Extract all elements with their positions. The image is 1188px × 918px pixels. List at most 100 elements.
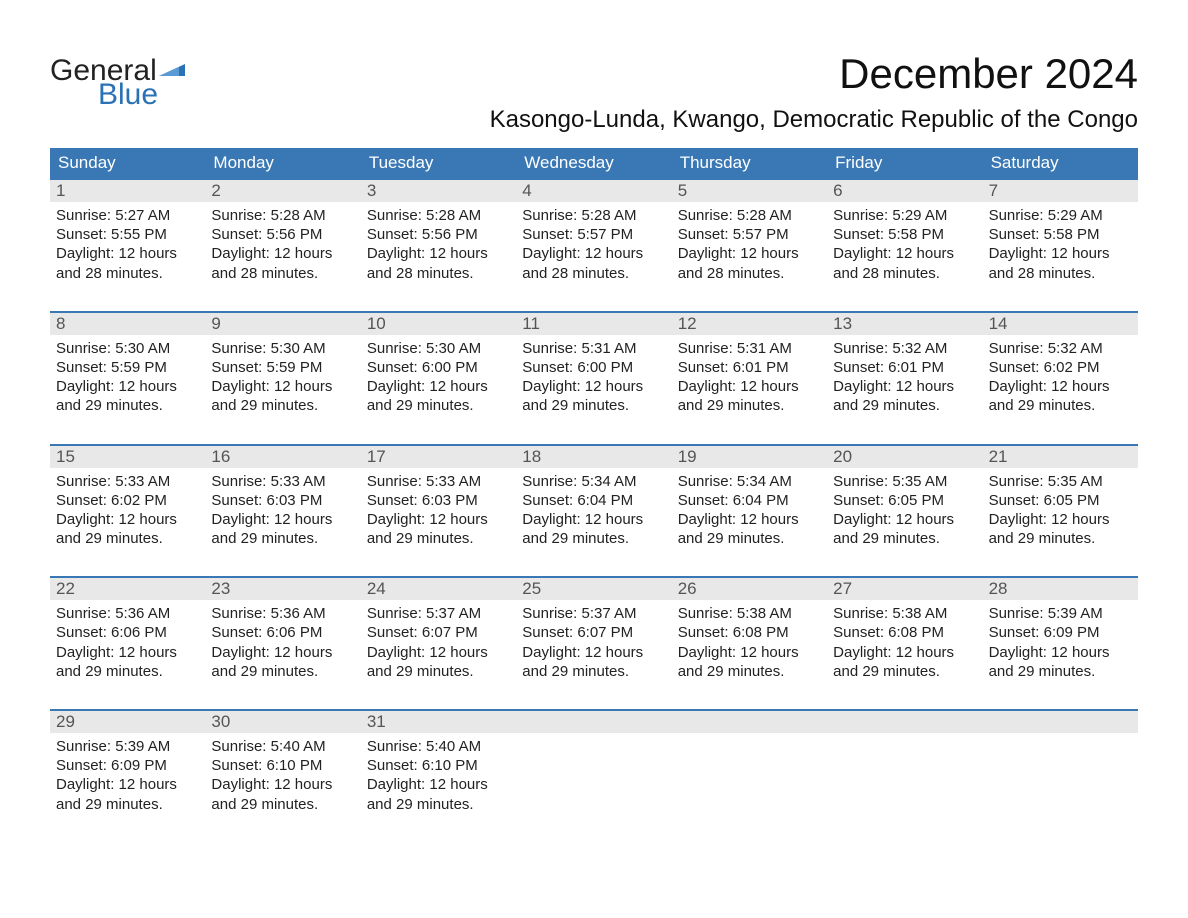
sunset-line: Sunset: 6:10 PM — [211, 756, 354, 775]
daylight-line-2: and 29 minutes. — [678, 396, 821, 415]
calendar-cell: Sunrise: 5:37 AMSunset: 6:07 PMDaylight:… — [516, 600, 671, 687]
sunrise-line: Sunrise: 5:38 AM — [833, 604, 976, 623]
daylight-line-1: Daylight: 12 hours — [989, 377, 1132, 396]
calendar-cell — [516, 733, 671, 820]
calendar-week: 1234567Sunrise: 5:27 AMSunset: 5:55 PMDa… — [50, 178, 1138, 289]
daylight-line-2: and 28 minutes. — [678, 264, 821, 283]
daylight-line-2: and 29 minutes. — [211, 662, 354, 681]
sunrise-line: Sunrise: 5:34 AM — [522, 472, 665, 491]
daylight-line-1: Daylight: 12 hours — [989, 510, 1132, 529]
sunrise-line: Sunrise: 5:30 AM — [367, 339, 510, 358]
daylight-line-1: Daylight: 12 hours — [367, 510, 510, 529]
sunset-line: Sunset: 6:05 PM — [989, 491, 1132, 510]
sunrise-line: Sunrise: 5:28 AM — [522, 206, 665, 225]
daylight-line-1: Daylight: 12 hours — [522, 643, 665, 662]
day-number: 16 — [205, 446, 360, 468]
day-number: 19 — [672, 446, 827, 468]
sunset-line: Sunset: 5:59 PM — [211, 358, 354, 377]
daylight-line-2: and 29 minutes. — [56, 396, 199, 415]
daylight-line-1: Daylight: 12 hours — [522, 244, 665, 263]
daylight-line-2: and 29 minutes. — [367, 795, 510, 814]
calendar-week: 22232425262728Sunrise: 5:36 AMSunset: 6:… — [50, 576, 1138, 687]
calendar-cell: Sunrise: 5:36 AMSunset: 6:06 PMDaylight:… — [50, 600, 205, 687]
daylight-line-1: Daylight: 12 hours — [56, 775, 199, 794]
day-number: 21 — [983, 446, 1138, 468]
sunrise-line: Sunrise: 5:28 AM — [678, 206, 821, 225]
daylight-line-2: and 29 minutes. — [522, 662, 665, 681]
sunrise-line: Sunrise: 5:39 AM — [56, 737, 199, 756]
sunrise-line: Sunrise: 5:38 AM — [678, 604, 821, 623]
calendar-cell: Sunrise: 5:31 AMSunset: 6:00 PMDaylight:… — [516, 335, 671, 422]
sunrise-line: Sunrise: 5:32 AM — [833, 339, 976, 358]
daylight-line-2: and 29 minutes. — [211, 396, 354, 415]
day-number: 4 — [516, 180, 671, 202]
sunset-line: Sunset: 6:01 PM — [833, 358, 976, 377]
weekday-header: Saturday — [983, 148, 1138, 178]
sunset-line: Sunset: 6:02 PM — [56, 491, 199, 510]
sunset-line: Sunset: 5:58 PM — [989, 225, 1132, 244]
calendar-cell: Sunrise: 5:28 AMSunset: 5:57 PMDaylight:… — [672, 202, 827, 289]
daylight-line-1: Daylight: 12 hours — [678, 377, 821, 396]
day-number: 20 — [827, 446, 982, 468]
day-number: 9 — [205, 313, 360, 335]
daylight-line-2: and 29 minutes. — [211, 529, 354, 548]
daylight-line-2: and 29 minutes. — [522, 396, 665, 415]
day-number: 13 — [827, 313, 982, 335]
sunrise-line: Sunrise: 5:31 AM — [522, 339, 665, 358]
sunset-line: Sunset: 5:56 PM — [367, 225, 510, 244]
sunrise-line: Sunrise: 5:29 AM — [989, 206, 1132, 225]
daylight-line-1: Daylight: 12 hours — [56, 244, 199, 263]
month-title: December 2024 — [490, 50, 1138, 98]
daylight-line-1: Daylight: 12 hours — [367, 244, 510, 263]
sunrise-line: Sunrise: 5:33 AM — [56, 472, 199, 491]
sunrise-line: Sunrise: 5:34 AM — [678, 472, 821, 491]
daylight-line-1: Daylight: 12 hours — [989, 643, 1132, 662]
daylight-line-2: and 29 minutes. — [56, 795, 199, 814]
day-number: 28 — [983, 578, 1138, 600]
calendar-cell: Sunrise: 5:35 AMSunset: 6:05 PMDaylight:… — [827, 468, 982, 555]
daylight-line-2: and 28 minutes. — [211, 264, 354, 283]
calendar-cell — [983, 733, 1138, 820]
day-number — [983, 711, 1138, 733]
sunset-line: Sunset: 5:55 PM — [56, 225, 199, 244]
daylight-line-2: and 29 minutes. — [522, 529, 665, 548]
weekday-header: Thursday — [672, 148, 827, 178]
sunset-line: Sunset: 6:08 PM — [833, 623, 976, 642]
daylight-line-2: and 29 minutes. — [367, 396, 510, 415]
sunset-line: Sunset: 6:07 PM — [367, 623, 510, 642]
calendar-cell: Sunrise: 5:35 AMSunset: 6:05 PMDaylight:… — [983, 468, 1138, 555]
daylight-line-2: and 29 minutes. — [833, 662, 976, 681]
day-number: 5 — [672, 180, 827, 202]
calendar-cell: Sunrise: 5:38 AMSunset: 6:08 PMDaylight:… — [827, 600, 982, 687]
calendar-week: 293031Sunrise: 5:39 AMSunset: 6:09 PMDay… — [50, 709, 1138, 820]
sunset-line: Sunset: 6:01 PM — [678, 358, 821, 377]
calendar-cell: Sunrise: 5:29 AMSunset: 5:58 PMDaylight:… — [983, 202, 1138, 289]
daylight-line-1: Daylight: 12 hours — [522, 377, 665, 396]
sunrise-line: Sunrise: 5:35 AM — [989, 472, 1132, 491]
sunrise-line: Sunrise: 5:33 AM — [211, 472, 354, 491]
daylight-line-1: Daylight: 12 hours — [56, 377, 199, 396]
sunrise-line: Sunrise: 5:40 AM — [211, 737, 354, 756]
calendar-cell: Sunrise: 5:28 AMSunset: 5:57 PMDaylight:… — [516, 202, 671, 289]
sunset-line: Sunset: 6:04 PM — [522, 491, 665, 510]
weekday-header: Sunday — [50, 148, 205, 178]
calendar-cell: Sunrise: 5:40 AMSunset: 6:10 PMDaylight:… — [205, 733, 360, 820]
header: General Blue December 2024 Kasongo-Lunda… — [50, 50, 1138, 134]
weekday-header: Tuesday — [361, 148, 516, 178]
day-number-row: 891011121314 — [50, 313, 1138, 335]
daylight-line-2: and 28 minutes. — [989, 264, 1132, 283]
day-number: 10 — [361, 313, 516, 335]
day-number — [827, 711, 982, 733]
sunset-line: Sunset: 6:02 PM — [989, 358, 1132, 377]
calendar-grid: SundayMondayTuesdayWednesdayThursdayFrid… — [50, 148, 1138, 820]
calendar-cell: Sunrise: 5:27 AMSunset: 5:55 PMDaylight:… — [50, 202, 205, 289]
daylight-line-1: Daylight: 12 hours — [989, 244, 1132, 263]
day-number: 29 — [50, 711, 205, 733]
daylight-line-2: and 28 minutes. — [367, 264, 510, 283]
sunset-line: Sunset: 6:07 PM — [522, 623, 665, 642]
sunrise-line: Sunrise: 5:37 AM — [522, 604, 665, 623]
calendar-cell: Sunrise: 5:32 AMSunset: 6:02 PMDaylight:… — [983, 335, 1138, 422]
sunset-line: Sunset: 6:04 PM — [678, 491, 821, 510]
calendar-cell: Sunrise: 5:39 AMSunset: 6:09 PMDaylight:… — [50, 733, 205, 820]
daylight-line-2: and 29 minutes. — [678, 662, 821, 681]
